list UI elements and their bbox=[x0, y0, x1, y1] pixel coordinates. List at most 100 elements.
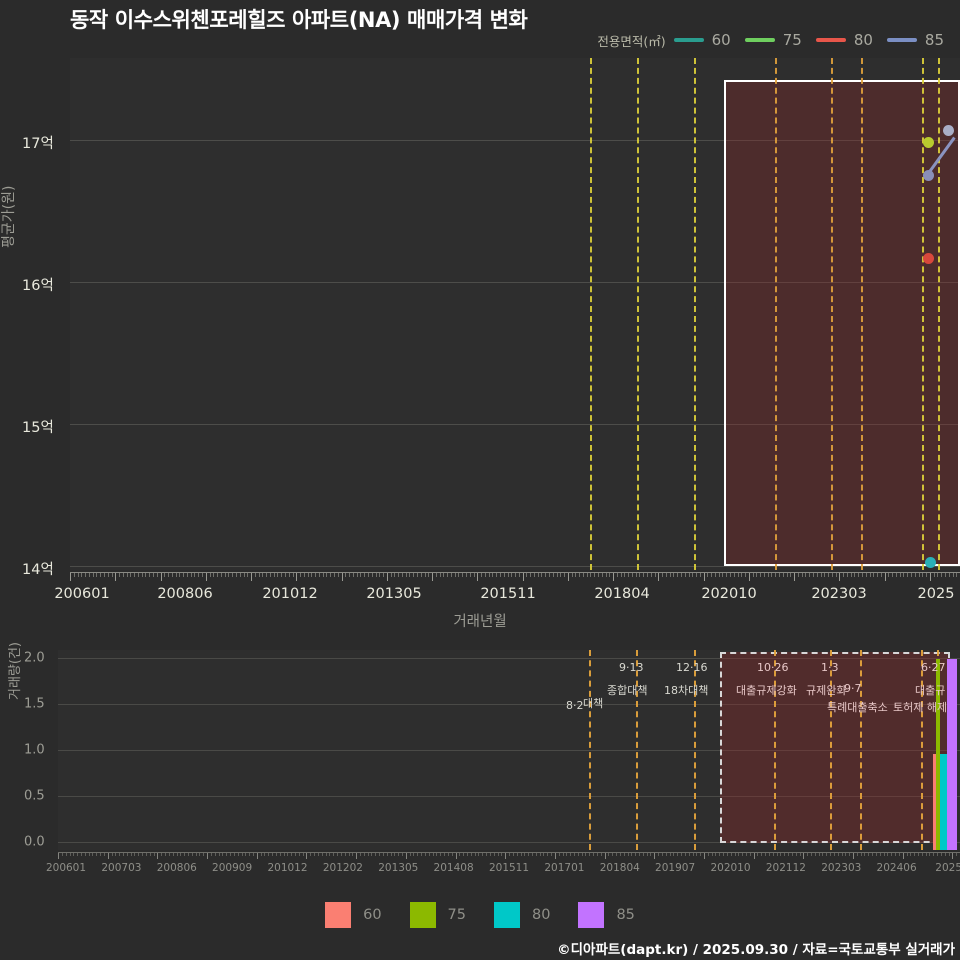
axis-tick bbox=[439, 573, 441, 577]
axis-tick bbox=[254, 573, 256, 577]
annotation-date-4: 1·3 bbox=[821, 661, 839, 674]
bar-85-202506[interactable] bbox=[947, 659, 951, 850]
vpolicy-line-1 bbox=[589, 650, 591, 850]
axis-tick bbox=[782, 573, 784, 577]
volume-xtick-201012: 201012 bbox=[267, 862, 308, 874]
vgridline-1 bbox=[58, 750, 960, 751]
volume-axis-tick bbox=[600, 853, 602, 856]
volume-axis-tick bbox=[444, 853, 445, 856]
bottom-legend-item-80[interactable]: 80 bbox=[494, 902, 550, 928]
volume-axis-tick bbox=[574, 853, 575, 856]
axis-tick bbox=[153, 573, 154, 577]
axis-tick bbox=[861, 573, 863, 577]
axis-tick bbox=[371, 573, 373, 577]
axis-tick bbox=[530, 573, 532, 577]
volume-chart-plot bbox=[58, 650, 960, 850]
annotation-date-5: 9·7 bbox=[844, 682, 862, 695]
axis-tick bbox=[401, 573, 403, 577]
volume-axis-tick bbox=[554, 853, 556, 859]
top-legend-item-75[interactable]: 75 bbox=[744, 31, 810, 49]
axis-tick bbox=[609, 573, 611, 577]
volume-axis-tick bbox=[619, 853, 621, 856]
volume-axis-tick bbox=[111, 853, 113, 856]
axis-tick bbox=[232, 573, 234, 577]
annotation-name-3: 대출규제강화 bbox=[736, 684, 797, 697]
volume-axis-tick bbox=[325, 853, 327, 856]
volume-axis-tick bbox=[145, 853, 147, 856]
axis-tick bbox=[628, 573, 630, 577]
top-legend-item-85[interactable]: 85 bbox=[886, 31, 952, 49]
volume-axis-tick bbox=[596, 853, 598, 856]
axis-tick bbox=[103, 573, 105, 577]
volume-axis-tick bbox=[654, 853, 656, 859]
axis-tick bbox=[560, 573, 562, 577]
bottom-legend-item-85[interactable]: 85 bbox=[578, 902, 635, 928]
top-legend-item-80[interactable]: 80 bbox=[815, 31, 881, 49]
axis-tick bbox=[364, 573, 366, 577]
volume-axis-tick bbox=[126, 853, 128, 856]
axis-tick bbox=[394, 573, 396, 577]
volume-axis-tick bbox=[363, 853, 365, 856]
volume-axis-tick bbox=[681, 853, 682, 856]
volume-axis-tick bbox=[799, 853, 801, 856]
volume-axis-tick bbox=[612, 853, 614, 856]
volume-axis-tick bbox=[921, 853, 923, 856]
axis-tick bbox=[435, 573, 437, 577]
volume-axis-tick bbox=[562, 853, 564, 856]
volume-axis-tick bbox=[788, 853, 789, 856]
volume-axis-tick bbox=[241, 853, 243, 856]
volume-axis-tick bbox=[910, 853, 912, 856]
volume-axis-tick bbox=[749, 853, 751, 856]
volume-axis-tick bbox=[830, 853, 832, 856]
top-legend-item-60[interactable]: 60 bbox=[673, 31, 739, 49]
axis-tick bbox=[462, 573, 464, 577]
axis-tick bbox=[85, 573, 87, 577]
bar-85-202509[interactable] bbox=[951, 659, 957, 850]
axis-tick bbox=[812, 573, 814, 577]
data-point-75[interactable] bbox=[922, 136, 934, 148]
volume-axis-tick bbox=[317, 853, 319, 856]
volume-axis-tick bbox=[222, 853, 224, 856]
volume-xtick-201511: 201511 bbox=[488, 862, 530, 874]
volume-axis-tick bbox=[860, 853, 862, 856]
axis-tick bbox=[665, 573, 667, 577]
volume-axis-tick bbox=[371, 853, 373, 856]
volume-axis-tick bbox=[130, 853, 132, 856]
volume-axis-tick bbox=[302, 853, 304, 856]
bottom-legend-item-60[interactable]: 60 bbox=[325, 902, 382, 928]
axis-tick bbox=[337, 573, 339, 577]
axis-tick bbox=[100, 573, 102, 577]
vpolicy-line-3 bbox=[694, 650, 696, 850]
volume-axis-tick bbox=[872, 853, 874, 856]
data-point-85-a[interactable] bbox=[922, 169, 934, 181]
annotation-name-0: 대책 bbox=[583, 697, 604, 710]
volume-axis-tick bbox=[776, 853, 778, 856]
axis-tick bbox=[601, 573, 603, 577]
volume-xtick-202010: 202010 bbox=[710, 862, 751, 874]
data-point-60[interactable] bbox=[924, 556, 936, 568]
vgridline-0 bbox=[58, 842, 960, 843]
bar-80-202506[interactable] bbox=[940, 754, 947, 850]
axis-tick bbox=[899, 573, 901, 577]
gridline-15 bbox=[70, 424, 960, 425]
data-point-85-b[interactable] bbox=[942, 124, 954, 136]
axis-tick bbox=[499, 573, 501, 577]
volume-axis-tick bbox=[421, 853, 423, 856]
axis-tick bbox=[662, 573, 664, 577]
volume-axis-tick bbox=[738, 853, 740, 856]
axis-tick bbox=[318, 573, 320, 577]
volume-axis-tick bbox=[291, 853, 293, 856]
volume-axis-tick bbox=[952, 853, 954, 859]
data-point-80[interactable] bbox=[922, 252, 934, 264]
bar-75-202509[interactable] bbox=[936, 659, 940, 850]
xtick-201511: 201511 bbox=[480, 586, 536, 602]
volume-axis-tick bbox=[459, 853, 461, 856]
axis-tick bbox=[526, 573, 528, 577]
axis-tick bbox=[473, 573, 475, 577]
volume-axis-tick bbox=[447, 853, 449, 856]
bottom-legend-item-75[interactable]: 75 bbox=[409, 902, 466, 928]
price-x-axis bbox=[70, 572, 960, 581]
volume-axis-tick bbox=[524, 853, 526, 856]
volume-axis-tick bbox=[516, 853, 518, 856]
volume-axis-tick bbox=[333, 853, 335, 856]
